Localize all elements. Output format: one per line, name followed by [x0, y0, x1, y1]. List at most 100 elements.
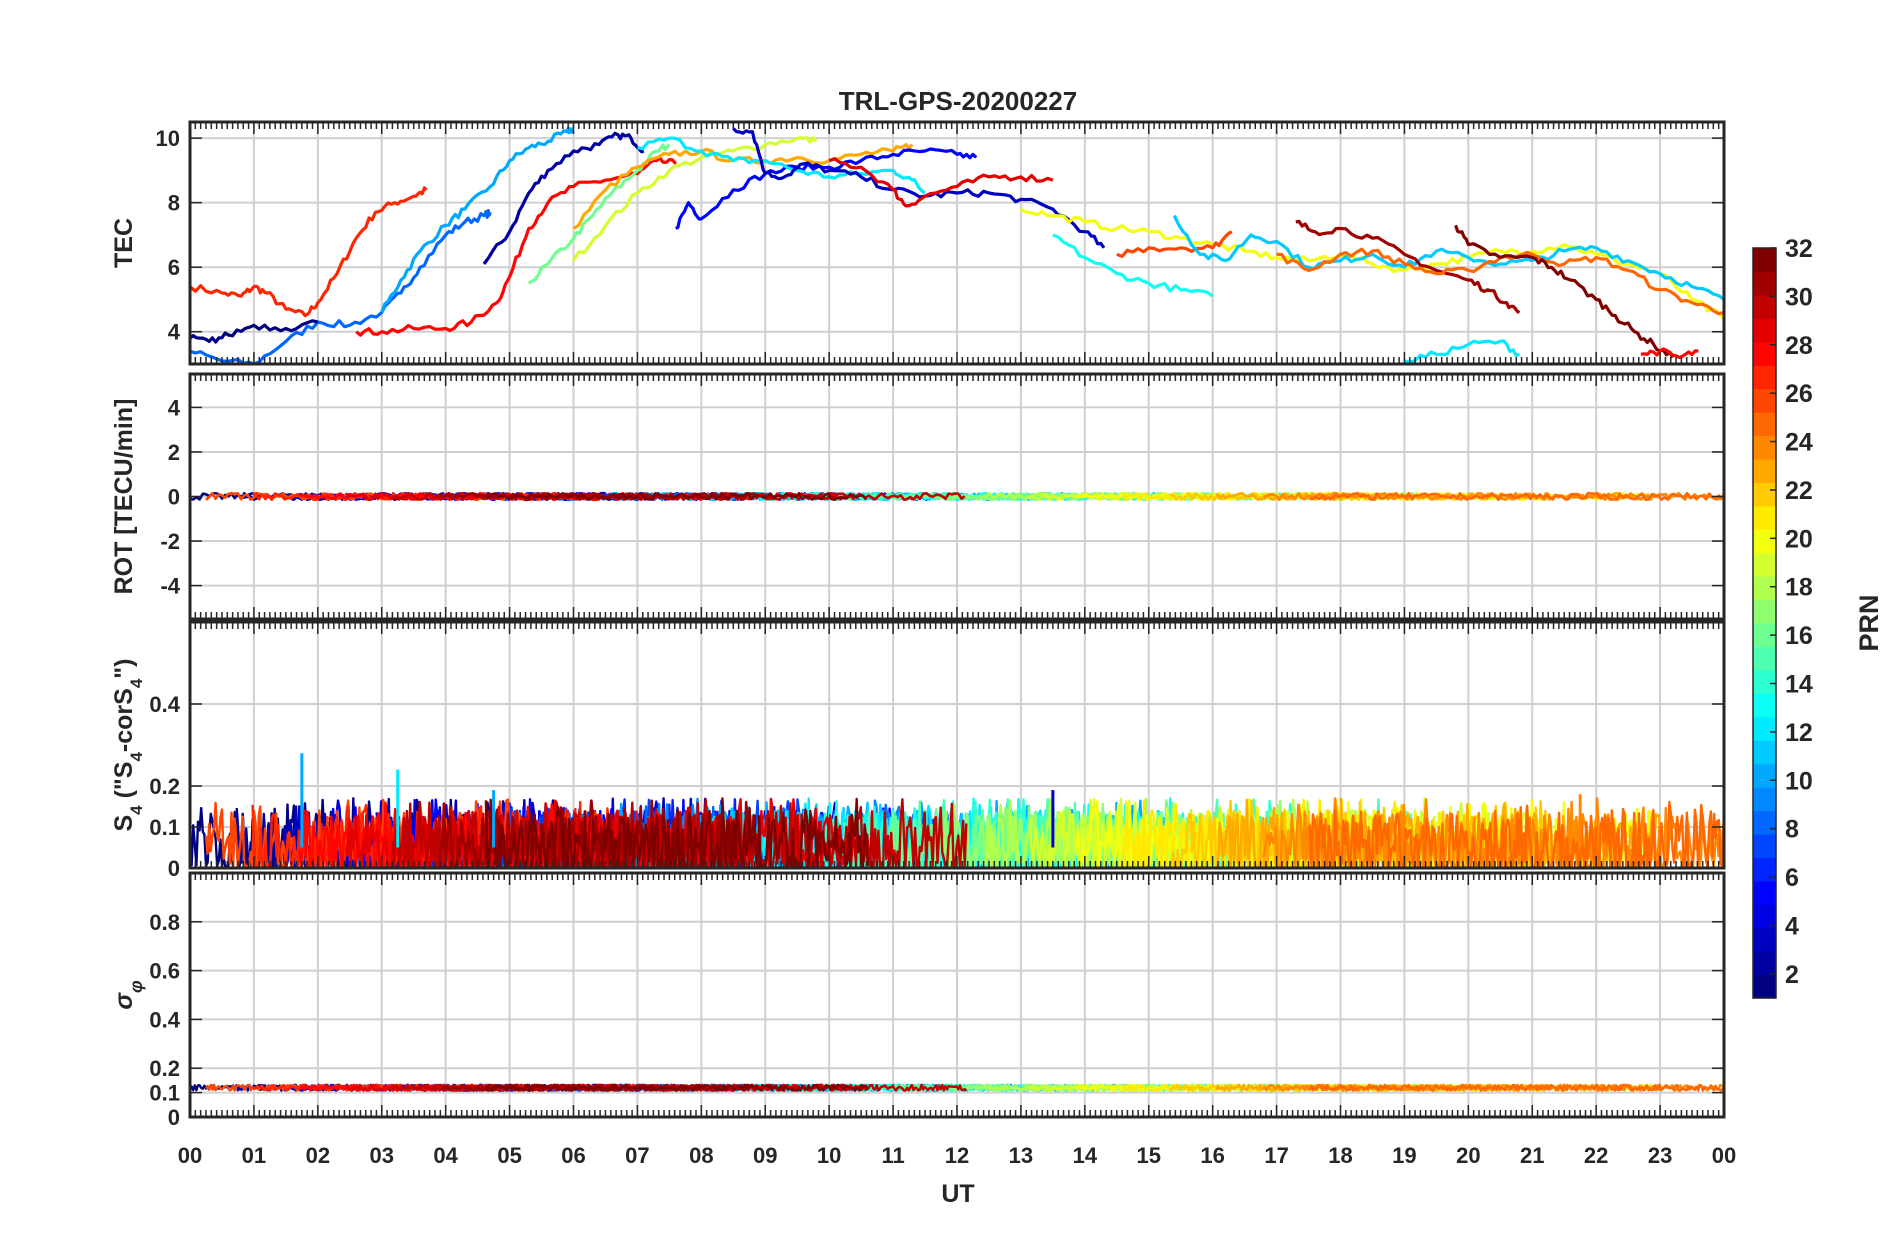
colorbar-tick-label: 6 — [1785, 864, 1799, 892]
series-line-prn-11 — [1172, 214, 1724, 301]
colorbar-tick-label: 16 — [1785, 622, 1813, 650]
series-line-prn-5 — [675, 147, 978, 230]
y-tick-label: 6 — [168, 255, 180, 280]
series-line-prn-25 — [1308, 1083, 1724, 1092]
colorbar-band — [1753, 576, 1776, 601]
series-line-prn-16 — [527, 143, 671, 285]
y-axis-label-rot: ROT [TECU/min] — [110, 399, 138, 595]
colorbar-band — [1753, 271, 1776, 296]
colorbar-tick-label: 12 — [1785, 719, 1813, 747]
colorbar-band — [1753, 435, 1776, 460]
y-tick-label: 0.1 — [149, 815, 180, 840]
x-tick-label: 02 — [306, 1143, 330, 1168]
colorbar-band — [1753, 623, 1776, 648]
series-line-prn-26 — [1116, 230, 1233, 258]
chart-title: TRL-GPS-20200227 — [839, 86, 1077, 116]
colorbar-band — [1753, 833, 1776, 858]
series-line-prn-10 — [380, 126, 575, 313]
y-tick-label: 0 — [168, 856, 180, 881]
colorbar-tick-label: 22 — [1785, 477, 1813, 505]
y-tick-label: 0.2 — [149, 774, 180, 799]
panel-tec: 4 6 8 10 TEC — [110, 120, 1726, 366]
x-axis-label: UT — [941, 1180, 974, 1208]
y-tick-label: 0.4 — [149, 1007, 180, 1032]
y-tick-label: 10 — [156, 126, 180, 151]
y-tick-label: 2 — [168, 440, 180, 465]
colorbar-band — [1753, 974, 1776, 999]
x-tick-label: 01 — [242, 1143, 266, 1168]
x-tick-label: 13 — [1009, 1143, 1033, 1168]
series-group — [190, 491, 1724, 502]
y-axis-label-sigma: σφ — [110, 980, 146, 1010]
colorbar-band — [1753, 552, 1776, 577]
grid — [190, 873, 1724, 1118]
colorbar-tick-label: 28 — [1785, 332, 1813, 360]
series-line-prn-2 — [482, 131, 645, 265]
colorbar-band — [1753, 365, 1776, 390]
colorbar-tick-label: 14 — [1785, 670, 1813, 698]
axes-frame — [188, 620, 1726, 870]
colorbar-tick-label: 26 — [1785, 380, 1813, 408]
series-line-prn-25 — [1309, 491, 1724, 502]
colorbar-band — [1753, 880, 1776, 905]
colorbar-band — [1753, 458, 1776, 483]
colorbar-band — [1753, 341, 1776, 366]
x-tick-label: 07 — [625, 1143, 649, 1168]
colorbar-band — [1753, 646, 1776, 671]
x-tick-label: 15 — [1137, 1143, 1161, 1168]
colorbar-band — [1753, 857, 1776, 882]
colorbar-band — [1753, 599, 1776, 624]
colorbar-band — [1753, 740, 1776, 765]
y-axis-label-s4: S4 ("S4-corS4") — [110, 659, 146, 832]
series-group — [190, 1083, 1724, 1092]
series-line-prn-23 — [572, 143, 914, 230]
x-tick-label: 20 — [1456, 1143, 1480, 1168]
panel-sigma: 00.10.2 0.4 0.6 0.8 σφ — [110, 871, 1726, 1130]
colorbar-tick-label: 24 — [1785, 429, 1813, 457]
colorbar-band — [1753, 482, 1776, 507]
axes-frame — [188, 120, 1726, 366]
y-axis-label-tec: TEC — [110, 218, 138, 268]
series-line-prn-32 — [485, 491, 868, 501]
y-tick-label: 0.2 — [149, 1056, 180, 1081]
colorbar-band — [1753, 248, 1776, 273]
x-tick-label: 00 — [1712, 1143, 1736, 1168]
series-line-prn-31 — [438, 492, 760, 501]
y-tick-label: 0 — [168, 1105, 180, 1130]
series-group — [190, 126, 1724, 364]
colorbar-band — [1753, 787, 1776, 812]
colorbar-band — [1753, 669, 1776, 694]
y-tick-label: -4 — [160, 574, 180, 599]
x-tick-label: 17 — [1264, 1143, 1288, 1168]
series-line-prn-12 — [637, 136, 926, 195]
colorbar-band — [1753, 318, 1776, 343]
series-line-prn-29 — [828, 157, 1054, 208]
series-line-prn-32 — [1454, 224, 1675, 359]
series-line-prn-20 — [1020, 207, 1724, 320]
x-tick-label: 14 — [1073, 1143, 1098, 1168]
y-tick-label: 0.4 — [149, 692, 180, 717]
colorbar-band — [1753, 388, 1776, 413]
colorbar-band — [1753, 951, 1776, 976]
x-tick-label: 22 — [1584, 1143, 1608, 1168]
colorbar-tick-label: 4 — [1785, 912, 1799, 940]
colorbar-band — [1753, 904, 1776, 929]
colorbar-band — [1753, 763, 1776, 788]
series-line-prn-31 — [1295, 219, 1521, 314]
colorbar-band — [1753, 505, 1776, 530]
x-tick-label: 16 — [1200, 1143, 1224, 1168]
series-line-prn-32 — [484, 797, 869, 868]
x-tick-label: 21 — [1520, 1143, 1544, 1168]
y-tick-label: 8 — [168, 191, 180, 216]
series-line-prn-28 — [1640, 347, 1699, 360]
colorbar-tick-label: 30 — [1785, 283, 1813, 311]
x-tick-label: 00 — [178, 1143, 202, 1168]
colorbar-tick-label: 2 — [1785, 961, 1799, 989]
colorbar-tick-label: 8 — [1785, 816, 1799, 844]
x-tick-label: 18 — [1328, 1143, 1352, 1168]
colorbar-tick-label: 18 — [1785, 574, 1813, 602]
y-tick-label: 0.1 — [149, 1081, 180, 1106]
